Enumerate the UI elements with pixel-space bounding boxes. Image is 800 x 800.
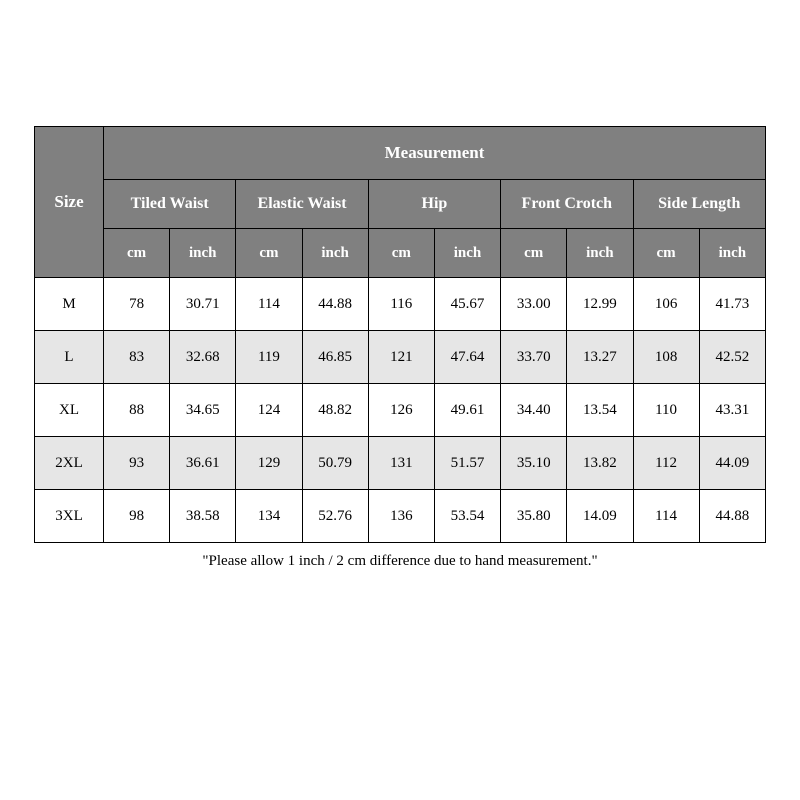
header-group: Hip <box>368 180 500 229</box>
cell-size: 3XL <box>35 490 104 543</box>
cell-value: 35.80 <box>501 490 567 543</box>
cell-value: 47.64 <box>434 331 500 384</box>
header-unit-cm: cm <box>236 229 302 278</box>
cell-value: 108 <box>633 331 699 384</box>
header-group: Side Length <box>633 180 766 229</box>
cell-value: 110 <box>633 384 699 437</box>
cell-value: 13.27 <box>567 331 633 384</box>
cell-size: M <box>35 278 104 331</box>
cell-value: 44.88 <box>699 490 765 543</box>
cell-value: 126 <box>368 384 434 437</box>
cell-value: 46.85 <box>302 331 368 384</box>
measurement-note: "Please allow 1 inch / 2 cm difference d… <box>202 553 597 570</box>
cell-value: 93 <box>104 437 170 490</box>
header-group: Elastic Waist <box>236 180 368 229</box>
cell-value: 42.52 <box>699 331 765 384</box>
cell-size: XL <box>35 384 104 437</box>
header-unit-cm: cm <box>368 229 434 278</box>
cell-value: 13.82 <box>567 437 633 490</box>
cell-value: 83 <box>104 331 170 384</box>
table-row: 3XL9838.5813452.7613653.5435.8014.091144… <box>35 490 766 543</box>
header-measurement: Measurement <box>104 127 766 180</box>
cell-value: 121 <box>368 331 434 384</box>
cell-value: 116 <box>368 278 434 331</box>
cell-value: 136 <box>368 490 434 543</box>
cell-value: 49.61 <box>434 384 500 437</box>
header-size: Size <box>35 127 104 278</box>
cell-value: 53.54 <box>434 490 500 543</box>
table-header: Size Measurement Tiled Waist Elastic Wai… <box>35 127 766 278</box>
cell-value: 51.57 <box>434 437 500 490</box>
cell-value: 32.68 <box>170 331 236 384</box>
header-group: Front Crotch <box>501 180 633 229</box>
cell-value: 129 <box>236 437 302 490</box>
header-unit-inch: inch <box>170 229 236 278</box>
cell-value: 34.65 <box>170 384 236 437</box>
cell-value: 14.09 <box>567 490 633 543</box>
cell-value: 52.76 <box>302 490 368 543</box>
cell-value: 45.67 <box>434 278 500 331</box>
header-unit-cm: cm <box>104 229 170 278</box>
cell-size: L <box>35 331 104 384</box>
header-unit-inch: inch <box>699 229 765 278</box>
cell-value: 36.61 <box>170 437 236 490</box>
header-unit-cm: cm <box>501 229 567 278</box>
cell-value: 119 <box>236 331 302 384</box>
cell-value: 13.54 <box>567 384 633 437</box>
cell-value: 35.10 <box>501 437 567 490</box>
cell-value: 34.40 <box>501 384 567 437</box>
cell-value: 88 <box>104 384 170 437</box>
table-row: L8332.6811946.8512147.6433.7013.2710842.… <box>35 331 766 384</box>
cell-value: 38.58 <box>170 490 236 543</box>
cell-value: 44.88 <box>302 278 368 331</box>
cell-value: 98 <box>104 490 170 543</box>
cell-value: 134 <box>236 490 302 543</box>
cell-value: 48.82 <box>302 384 368 437</box>
cell-value: 114 <box>236 278 302 331</box>
cell-value: 12.99 <box>567 278 633 331</box>
header-unit-inch: inch <box>567 229 633 278</box>
cell-value: 41.73 <box>699 278 765 331</box>
cell-value: 106 <box>633 278 699 331</box>
header-unit-cm: cm <box>633 229 699 278</box>
cell-value: 43.31 <box>699 384 765 437</box>
cell-value: 33.00 <box>501 278 567 331</box>
header-unit-inch: inch <box>302 229 368 278</box>
table-row: XL8834.6512448.8212649.6134.4013.5411043… <box>35 384 766 437</box>
table-row: 2XL9336.6112950.7913151.5735.1013.821124… <box>35 437 766 490</box>
cell-value: 33.70 <box>501 331 567 384</box>
cell-value: 131 <box>368 437 434 490</box>
cell-value: 124 <box>236 384 302 437</box>
cell-value: 30.71 <box>170 278 236 331</box>
header-group: Tiled Waist <box>104 180 236 229</box>
cell-value: 78 <box>104 278 170 331</box>
cell-size: 2XL <box>35 437 104 490</box>
table-row: M7830.7111444.8811645.6733.0012.9910641.… <box>35 278 766 331</box>
cell-value: 114 <box>633 490 699 543</box>
size-chart-table: Size Measurement Tiled Waist Elastic Wai… <box>34 126 766 543</box>
header-unit-inch: inch <box>434 229 500 278</box>
cell-value: 112 <box>633 437 699 490</box>
cell-value: 50.79 <box>302 437 368 490</box>
table-body: M7830.7111444.8811645.6733.0012.9910641.… <box>35 278 766 543</box>
cell-value: 44.09 <box>699 437 765 490</box>
